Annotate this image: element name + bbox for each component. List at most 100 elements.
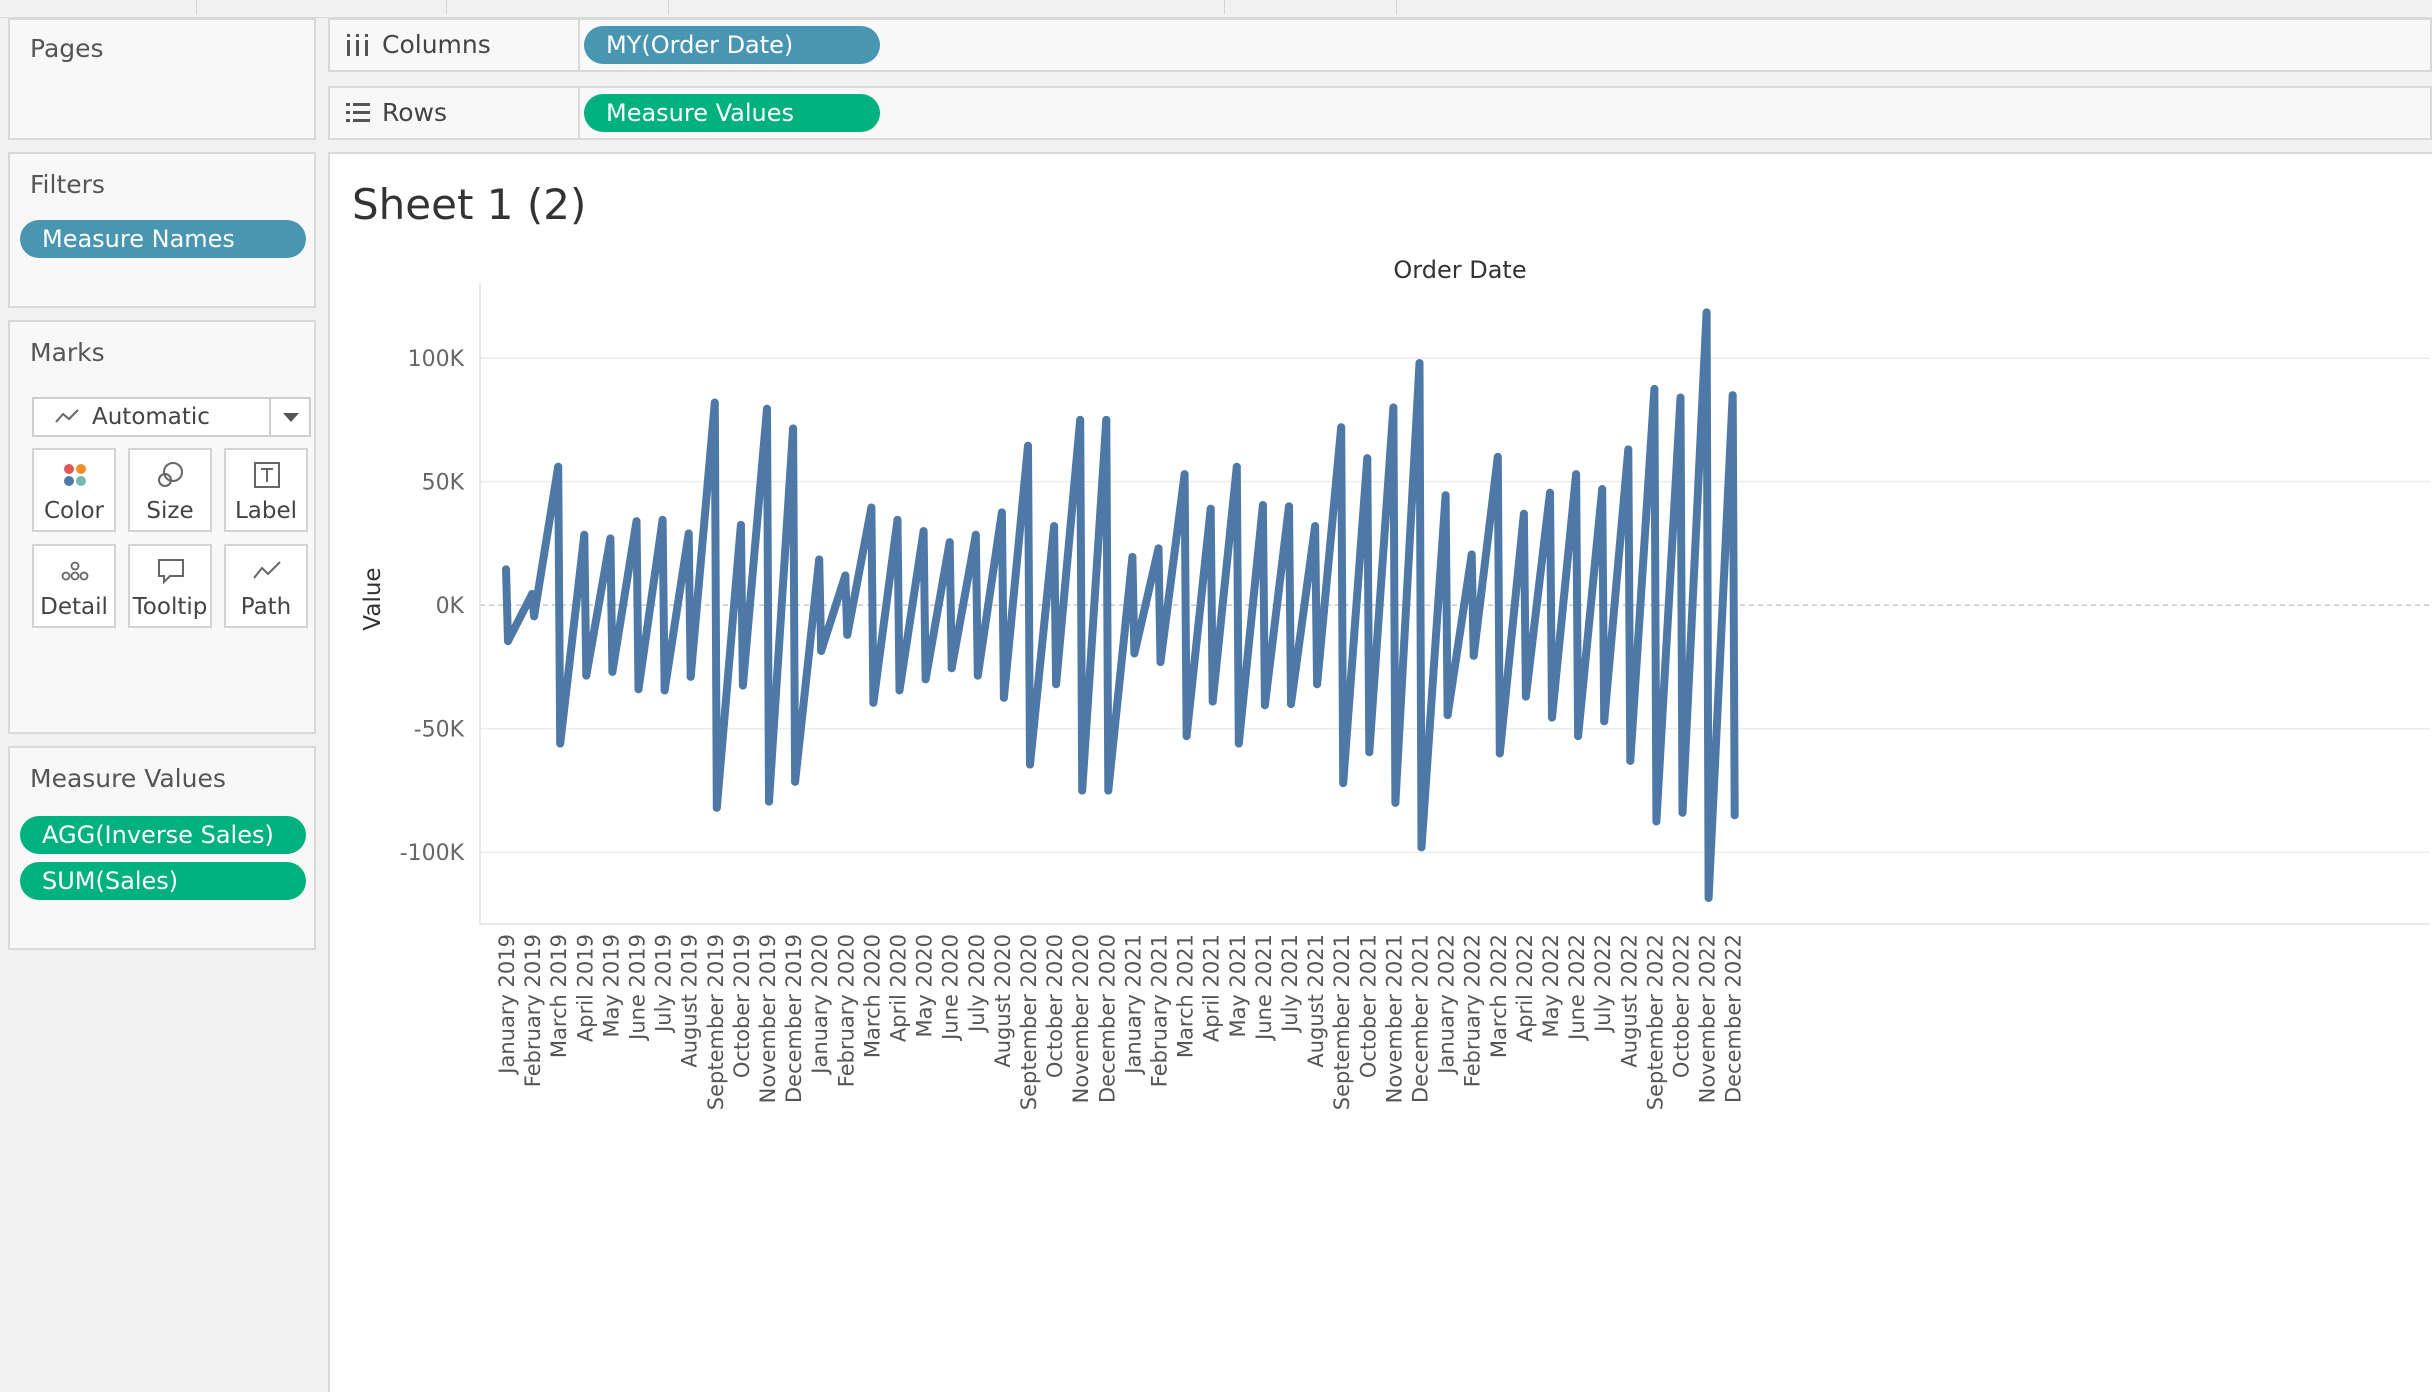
path-button[interactable]: Path	[224, 544, 308, 628]
data-point-inverse-sales	[530, 612, 539, 621]
filter-pill-measure-names[interactable]: Measure Names	[20, 220, 306, 258]
rows-shelf[interactable]: Rows Measure Values	[328, 86, 2432, 140]
data-point-sales	[1311, 522, 1320, 531]
x-tick-label: February 2022	[1461, 934, 1485, 1087]
data-point-inverse-sales	[660, 686, 669, 695]
data-point-sales	[502, 565, 510, 574]
chevron-down-icon[interactable]	[283, 413, 299, 422]
x-tick-label: April 2019	[573, 934, 597, 1042]
x-tick-label: December 2022	[1722, 934, 1746, 1103]
y-tick-label: 0K	[436, 594, 465, 619]
rows-icon	[346, 103, 370, 122]
data-point-sales	[1232, 462, 1241, 471]
data-point-sales	[1676, 393, 1685, 402]
label-button[interactable]: Label	[224, 448, 308, 532]
data-point-inverse-sales	[1678, 808, 1687, 817]
x-tick-label: March 2021	[1174, 934, 1198, 1058]
measure-values-card[interactable]: Measure Values AGG(Inverse Sales) SUM(Sa…	[8, 746, 316, 950]
data-point-inverse-sales	[791, 777, 800, 786]
data-point-inverse-sales	[869, 698, 878, 707]
x-tick-label: May 2020	[913, 934, 937, 1038]
size-button[interactable]: Size	[128, 448, 212, 532]
tab-divider	[1396, 0, 1397, 14]
data-point-sales	[632, 517, 641, 526]
data-point-inverse-sales	[765, 797, 773, 806]
data-point-sales	[1702, 308, 1711, 317]
x-tick-label: October 2020	[1043, 934, 1067, 1078]
sheet-title: Sheet 1 (2)	[352, 180, 587, 229]
x-tick-label: September 2019	[704, 934, 728, 1110]
data-point-inverse-sales	[1417, 843, 1426, 852]
color-button[interactable]: Color	[32, 448, 116, 532]
measure-pill-inverse-sales[interactable]: AGG(Inverse Sales)	[20, 816, 306, 854]
label-button-label: Label	[234, 498, 298, 524]
x-tick-label: February 2019	[521, 934, 545, 1087]
data-point-sales	[1441, 491, 1450, 500]
tooltip-button[interactable]: Tooltip	[128, 544, 212, 628]
tab-divider	[1224, 0, 1225, 14]
data-point-sales	[1389, 403, 1398, 412]
color-dots-icon	[64, 464, 86, 486]
data-point-sales	[1728, 391, 1737, 400]
data-point-inverse-sales	[1521, 692, 1530, 701]
x-tick-label: June 2020	[939, 934, 963, 1042]
data-point-inverse-sales	[1626, 756, 1635, 765]
data-point-sales	[971, 530, 980, 539]
mark-type-dropdown[interactable]: Automatic	[32, 397, 311, 437]
marks-card: Marks Automatic Color Size Label	[8, 320, 316, 734]
rows-pill-measure-values[interactable]: Measure Values	[584, 94, 880, 132]
columns-pill-my-order-date[interactable]: MY(Order Date)	[584, 26, 880, 64]
measure-pill-sum-sales[interactable]: SUM(Sales)	[20, 862, 306, 900]
x-tick-label: July 2020	[965, 934, 989, 1034]
data-point-inverse-sales	[1365, 748, 1374, 757]
data-point-inverse-sales	[1339, 779, 1348, 788]
data-point-sales	[1519, 509, 1528, 518]
x-tick-label: May 2022	[1539, 934, 1563, 1038]
x-tick-label: September 2021	[1330, 934, 1354, 1110]
data-point-inverse-sales	[1469, 651, 1478, 660]
data-point-sales	[1546, 488, 1554, 497]
detail-button[interactable]: Detail	[32, 544, 116, 628]
x-tick-label: December 2020	[1095, 934, 1119, 1103]
marks-title: Marks	[30, 338, 105, 367]
path-line-icon	[253, 561, 281, 579]
y-tick-label: -100K	[400, 841, 465, 866]
columns-shelf[interactable]: Columns MY(Order Date)	[328, 18, 2432, 72]
x-tick-label: January 2022	[1435, 934, 1459, 1076]
data-point-inverse-sales	[1260, 701, 1269, 710]
data-point-sales	[1572, 470, 1581, 479]
x-tick-label: October 2022	[1670, 934, 1694, 1078]
data-point-inverse-sales	[686, 672, 695, 681]
data-point-sales	[1206, 504, 1215, 513]
data-point-inverse-sales	[1391, 798, 1400, 807]
x-tick-label: November 2022	[1696, 934, 1720, 1103]
filters-card[interactable]: Filters Measure Names	[8, 152, 316, 308]
data-point-sales	[1493, 452, 1502, 461]
text-label-icon	[254, 462, 280, 488]
x-tick-label: August 2021	[1304, 934, 1328, 1068]
data-point-sales	[658, 515, 667, 524]
data-point-sales	[1024, 441, 1032, 450]
data-point-inverse-sales	[921, 675, 930, 684]
x-tick-label: December 2019	[782, 934, 806, 1103]
data-point-inverse-sales	[1182, 732, 1191, 741]
data-point-sales	[710, 398, 719, 407]
y-tick-label: -50K	[414, 718, 465, 743]
data-point-inverse-sales	[1234, 739, 1243, 748]
data-point-inverse-sales	[1313, 680, 1322, 689]
data-point-inverse-sales	[556, 739, 565, 748]
data-point-sales	[528, 590, 537, 599]
data-point-inverse-sales	[608, 667, 617, 676]
tab-divider	[668, 0, 669, 14]
pages-card[interactable]: Pages	[8, 18, 316, 140]
data-point-inverse-sales	[1026, 760, 1034, 769]
pages-title: Pages	[30, 34, 104, 63]
x-tick-label: March 2020	[860, 934, 884, 1058]
data-point-inverse-sales	[895, 686, 904, 695]
data-point-sales	[580, 530, 589, 539]
data-point-inverse-sales	[738, 681, 747, 690]
line-mark-icon	[55, 409, 79, 423]
tooltip-button-label: Tooltip	[132, 594, 208, 620]
tab-divider	[196, 0, 197, 14]
